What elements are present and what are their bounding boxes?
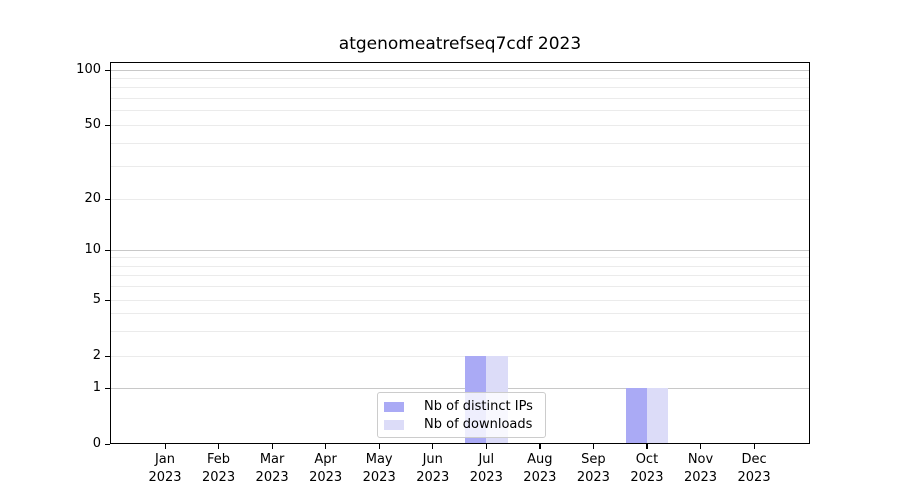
y-gridline-minor	[111, 313, 809, 315]
y-gridline-minor	[111, 142, 809, 144]
y-gridline-minor	[111, 87, 809, 89]
plot-area	[110, 62, 810, 444]
y-gridline-minor	[111, 355, 809, 357]
x-tick-month: Oct	[635, 452, 659, 467]
chart-title: atgenomeatrefseq7cdf 2023	[338, 34, 582, 54]
x-tick-year: 2023	[148, 470, 182, 485]
y-gridline-minor	[111, 165, 809, 167]
x-tick-year: 2023	[309, 470, 343, 485]
y-gridline-minor	[111, 299, 809, 301]
legend-entry-downloads: Nb of downloads	[384, 416, 537, 433]
y-gridline-minor	[111, 124, 809, 126]
x-tick-label: Aug 2023	[508, 451, 572, 487]
x-tick-year: 2023	[469, 470, 503, 485]
y-gridline-major	[111, 387, 809, 389]
x-tick-month: Jul	[478, 452, 495, 467]
legend: Nb of distinct IPs Nb of downloads	[377, 392, 546, 438]
y-axis-tick	[105, 299, 110, 301]
y-tick-label: 10	[84, 242, 101, 257]
y-tick-label: 5	[92, 292, 101, 307]
bar-distinct-ips-oct	[625, 388, 647, 444]
legend-label: Nb of downloads	[424, 417, 533, 432]
y-tick-label: 2	[92, 348, 101, 363]
x-tick-label: Oct 2023	[615, 451, 679, 487]
x-tick-year: 2023	[362, 470, 396, 485]
x-tick-month: May	[365, 452, 393, 467]
x-axis-tick	[592, 444, 595, 449]
x-tick-year: 2023	[416, 470, 450, 485]
y-tick-label: 20	[84, 191, 101, 206]
x-tick-label: Dec 2023	[722, 451, 786, 487]
x-tick-label: Jun 2023	[401, 451, 465, 487]
y-gridline-major	[111, 249, 809, 251]
x-axis-tick	[432, 444, 434, 449]
y-gridline-major	[111, 69, 809, 71]
x-axis-tick	[271, 444, 273, 449]
x-tick-month: Sep	[581, 452, 606, 467]
x-tick-year: 2023	[630, 470, 664, 485]
x-tick-month: Jan	[154, 452, 176, 467]
y-axis-tick	[105, 249, 110, 251]
y-gridline-minor	[111, 110, 809, 112]
x-tick-year: 2023	[202, 470, 236, 485]
y-gridline-minor	[111, 265, 809, 267]
legend-swatch-downloads	[384, 419, 404, 430]
x-axis-tick	[485, 444, 487, 449]
legend-entry-distinct-ips: Nb of distinct IPs	[384, 398, 537, 415]
y-gridline-minor	[111, 286, 809, 288]
y-gridline-minor	[111, 275, 809, 277]
y-gridline-minor	[111, 198, 809, 200]
x-axis-tick	[539, 444, 541, 449]
x-tick-year: 2023	[255, 470, 289, 485]
x-axis-tick	[164, 444, 166, 449]
x-tick-month: Aug	[527, 452, 553, 467]
y-axis-tick	[105, 69, 110, 71]
y-axis-tick	[105, 387, 110, 389]
x-tick-label: Feb 2023	[187, 451, 251, 487]
y-tick-label: 50	[84, 117, 101, 132]
bar-downloads-oct	[646, 388, 669, 444]
y-axis-tick	[105, 355, 110, 357]
x-tick-year: 2023	[576, 470, 610, 485]
x-tick-month: Dec	[741, 452, 767, 467]
y-axis-tick	[105, 124, 110, 126]
x-axis-tick	[378, 444, 380, 449]
x-axis-tick	[218, 444, 220, 449]
x-tick-label: Jan 2023	[133, 451, 197, 487]
y-tick-label: 0	[92, 436, 101, 451]
y-gridline-minor	[111, 257, 809, 259]
y-tick-label: 1	[92, 380, 101, 395]
y-gridline-minor	[111, 330, 809, 332]
x-tick-label: Sep 2023	[561, 451, 625, 487]
x-tick-month: Jun	[422, 452, 443, 467]
x-axis-tick	[325, 444, 327, 449]
x-tick-year: 2023	[523, 470, 557, 485]
x-tick-year: 2023	[737, 470, 771, 485]
y-axis-tick	[105, 443, 110, 445]
x-tick-label: Nov 2023	[669, 451, 733, 487]
y-axis-tick	[105, 198, 110, 200]
x-tick-year: 2023	[683, 470, 718, 485]
x-tick-month: Apr	[314, 452, 337, 467]
x-axis-tick	[700, 444, 702, 449]
x-tick-label: Apr 2023	[294, 451, 358, 487]
x-tick-label: May 2023	[347, 451, 411, 487]
y-gridline-minor	[111, 97, 809, 99]
x-tick-month: Feb	[207, 452, 231, 467]
legend-swatch-distinct-ips	[384, 401, 404, 412]
x-axis-tick	[646, 444, 648, 449]
x-tick-label: Jul 2023	[454, 451, 518, 487]
x-tick-month: Mar	[259, 452, 285, 467]
y-tick-label: 100	[76, 62, 101, 77]
y-gridline-minor	[111, 77, 809, 79]
x-axis-tick	[753, 444, 755, 449]
legend-label: Nb of distinct IPs	[424, 399, 533, 414]
x-tick-month: Nov	[687, 452, 714, 467]
x-tick-label: Mar 2023	[240, 451, 304, 487]
